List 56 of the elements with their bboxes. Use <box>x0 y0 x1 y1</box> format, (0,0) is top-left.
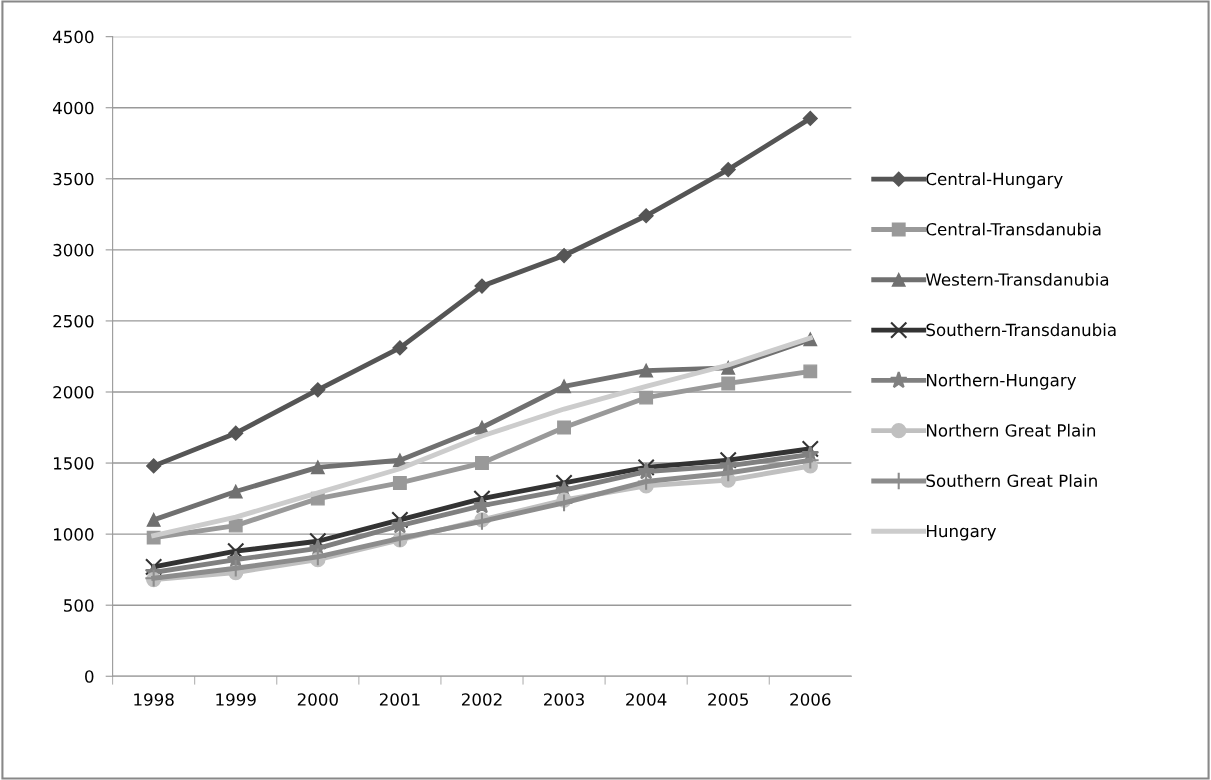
point <box>557 420 572 435</box>
point <box>310 382 326 398</box>
point <box>637 462 656 480</box>
legend-label: Southern Great Plain <box>926 474 1097 488</box>
legend-label: Northern Great Plain <box>927 423 1096 437</box>
point <box>146 458 162 474</box>
y-tick-label: 4000 <box>52 101 94 115</box>
point <box>392 476 407 490</box>
point <box>391 511 409 529</box>
x-tick-label: 2005 <box>708 693 748 706</box>
y-tick-label: 1000 <box>53 528 94 541</box>
y-tick-label: 4500 <box>52 30 94 44</box>
y-tick-label: 2500 <box>53 314 94 328</box>
legend-label: Central-Transdanubia <box>926 222 1101 236</box>
point <box>228 425 244 441</box>
point <box>475 456 489 471</box>
point <box>720 161 736 178</box>
y-tick-label: 0 <box>85 670 94 683</box>
point <box>639 390 654 405</box>
point <box>146 512 161 527</box>
y-tick-label: 1500 <box>53 457 94 470</box>
point <box>638 208 654 224</box>
legend-label: Central-Hungary <box>926 172 1063 189</box>
point <box>557 379 572 394</box>
point <box>803 364 818 379</box>
legend-label: Southern-Transdanubia <box>926 323 1116 337</box>
x-tick-label: 2004 <box>626 693 667 706</box>
x-tick-label: 2002 <box>461 693 502 706</box>
point <box>801 440 819 458</box>
legend-label: Northern-Hungary <box>927 373 1077 390</box>
point <box>310 460 325 475</box>
legend-label: Hungary <box>927 524 997 541</box>
legend-label: Western-Transdanubia <box>925 272 1109 286</box>
point <box>719 451 737 469</box>
y-tick-label: 3500 <box>53 172 94 186</box>
y-tick-label: 3000 <box>53 243 94 257</box>
point <box>228 518 243 533</box>
x-tick-label: 1999 <box>216 693 256 706</box>
point <box>637 458 655 476</box>
point <box>802 110 818 126</box>
x-tick-label: 2001 <box>379 693 420 706</box>
point <box>474 278 490 294</box>
point <box>556 247 572 264</box>
point <box>721 376 736 391</box>
point <box>228 484 243 499</box>
x-tick-label: 2000 <box>297 693 338 706</box>
y-tick-label: 2000 <box>53 385 94 399</box>
point <box>308 547 328 567</box>
x-tick-label: 2003 <box>544 693 584 706</box>
point <box>392 340 408 356</box>
point <box>554 493 574 513</box>
x-tick-label: 2006 <box>790 693 831 706</box>
point <box>144 558 163 576</box>
point <box>639 363 654 378</box>
x-tick-label: 1998 <box>134 693 174 706</box>
y-tick-label: 500 <box>64 599 94 612</box>
